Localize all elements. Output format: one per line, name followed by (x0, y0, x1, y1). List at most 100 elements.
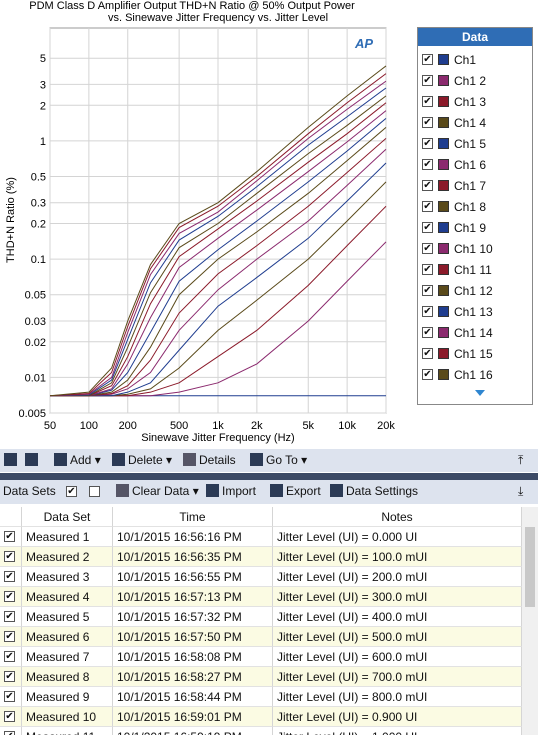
legend-entry[interactable]: ✔ Ch1 16 (418, 365, 532, 385)
legend-checkbox[interactable]: ✔ (422, 54, 433, 65)
legend-checkbox[interactable]: ✔ (422, 285, 433, 296)
legend-checkbox[interactable]: ✔ (422, 180, 433, 191)
legend-title: Data (418, 28, 532, 46)
legend-entry[interactable]: ✔ Ch1 6 (418, 155, 532, 175)
legend-checkbox[interactable]: ✔ (422, 138, 433, 149)
legend-checkbox[interactable]: ✔ (422, 201, 433, 212)
table-cell: 10/1/2015 16:56:35 PM (113, 547, 273, 567)
legend-checkbox[interactable]: ✔ (422, 327, 433, 338)
check-all[interactable]: ✔ (66, 486, 77, 497)
table-cell: 10/1/2015 16:56:55 PM (113, 567, 273, 587)
legend-checkbox[interactable]: ✔ (422, 222, 433, 233)
export-button[interactable]: Export (270, 483, 321, 500)
legend-checkbox[interactable]: ✔ (422, 306, 433, 317)
y-tick-label: 3 (40, 79, 46, 91)
legend-label: Ch1 8 (454, 200, 487, 214)
legend-entry[interactable]: ✔ Ch1 10 (418, 239, 532, 259)
legend-entry[interactable]: ✔ Ch1 9 (418, 218, 532, 238)
details-button[interactable]: Details (183, 452, 236, 469)
row-checkbox[interactable]: ✔ (4, 731, 15, 735)
legend-entry[interactable]: ✔ Ch1 12 (418, 281, 532, 301)
legend-swatch (438, 222, 449, 233)
row-checkbox[interactable]: ✔ (4, 711, 15, 722)
series-line (50, 110, 387, 397)
add-button[interactable]: Add ▾ (54, 452, 101, 469)
goto-button[interactable]: Go To ▾ (250, 452, 307, 469)
legend-swatch (438, 243, 449, 254)
last-button[interactable] (25, 452, 41, 469)
uncheck-all[interactable] (89, 486, 100, 497)
legend-checkbox[interactable]: ✔ (422, 243, 433, 254)
legend-swatch (438, 117, 449, 128)
y-tick-label: 0.02 (25, 337, 46, 349)
details-label: Details (199, 453, 236, 467)
splitter[interactable] (0, 473, 538, 480)
row-checkbox[interactable]: ✔ (4, 611, 15, 622)
row-checkbox[interactable]: ✔ (4, 591, 15, 602)
legend-entry[interactable]: ✔ Ch1 8 (418, 197, 532, 217)
series-line (50, 102, 387, 397)
x-tick-label: 200 (119, 420, 137, 432)
first-button[interactable] (4, 452, 20, 469)
legend-entry[interactable]: ✔ Ch1 2 (418, 71, 532, 91)
row-check-cell: ✔ (0, 627, 22, 647)
pin-button[interactable]: ⤒ (518, 453, 524, 467)
legend-checkbox[interactable]: ✔ (422, 96, 433, 107)
collapse-button[interactable]: ⤓ (518, 484, 524, 498)
row-checkbox[interactable]: ✔ (4, 631, 15, 642)
legend-label: Ch1 6 (454, 158, 487, 172)
clear-data-button[interactable]: Clear Data ▾ (116, 483, 199, 500)
column-header: Data Set (22, 507, 113, 527)
legend-entry[interactable]: ✔ Ch1 15 (418, 344, 532, 364)
row-check-cell: ✔ (0, 547, 22, 567)
series-line (50, 95, 387, 397)
x-tick-label: 100 (80, 420, 98, 432)
legend-entry[interactable]: ✔ Ch1 5 (418, 134, 532, 154)
y-tick-label: 0.1 (31, 254, 46, 266)
delete-button[interactable]: Delete ▾ (112, 452, 172, 469)
data-settings-label: Data Settings (346, 484, 419, 498)
table-cell: 10/1/2015 16:58:44 PM (113, 687, 273, 707)
row-check-cell: ✔ (0, 667, 22, 687)
legend-entry[interactable]: ✔ Ch1 13 (418, 302, 532, 322)
scroll-thumb[interactable] (525, 527, 535, 607)
data-table: Data Set Time Notes ✔ Measured 1 10/1/2015 16… (0, 507, 522, 735)
row-check-cell: ✔ (0, 567, 22, 587)
legend-scroll-arrow[interactable] (475, 390, 485, 396)
x-tick-label: 20k (377, 420, 395, 432)
row-checkbox[interactable]: ✔ (4, 691, 15, 702)
chart: PDM Class D Amplifier Output THD+N Ratio… (5, 0, 395, 444)
legend-entry[interactable]: ✔ Ch1 (418, 50, 532, 70)
export-label: Export (286, 484, 321, 498)
table-cell: 10/1/2015 16:56:16 PM (113, 527, 273, 547)
legend-checkbox[interactable]: ✔ (422, 117, 433, 128)
data-settings-button[interactable]: Data Settings (330, 483, 418, 500)
chart-subtitle: vs. Sinewave Jitter Frequency vs. Jitter… (108, 12, 328, 24)
legend-entry[interactable]: ✔ Ch1 7 (418, 176, 532, 196)
series-line (49, 73, 387, 397)
row-checkbox[interactable]: ✔ (4, 571, 15, 582)
table-cell: 10/1/2015 16:57:50 PM (113, 627, 273, 647)
add-label: Add (70, 453, 92, 467)
legend-checkbox[interactable]: ✔ (422, 348, 433, 359)
y-tick-label: 0.005 (18, 408, 46, 420)
legend-checkbox[interactable]: ✔ (422, 75, 433, 86)
row-checkbox[interactable]: ✔ (4, 651, 15, 662)
row-checkbox[interactable]: ✔ (4, 551, 15, 562)
row-checkbox[interactable]: ✔ (4, 671, 15, 682)
scrollbar[interactable] (522, 507, 538, 735)
y-tick-label: 0.01 (25, 372, 46, 384)
x-tick-label: 1k (212, 420, 224, 432)
legend-entry[interactable]: ✔ Ch1 3 (418, 92, 532, 112)
row-checkbox[interactable]: ✔ (4, 531, 15, 542)
legend-label: Ch1 (454, 53, 477, 67)
legend-entry[interactable]: ✔ Ch1 4 (418, 113, 532, 133)
legend-checkbox[interactable]: ✔ (422, 264, 433, 275)
x-axis-title: Sinewave Jitter Frequency (Hz) (141, 432, 294, 444)
legend-entry[interactable]: ✔ Ch1 14 (418, 323, 532, 343)
legend-checkbox[interactable]: ✔ (422, 369, 433, 380)
import-button[interactable]: Import (206, 483, 256, 500)
legend-entry[interactable]: ✔ Ch1 11 (418, 260, 532, 280)
table-cell: Measured 4 (22, 587, 113, 607)
legend-checkbox[interactable]: ✔ (422, 159, 433, 170)
